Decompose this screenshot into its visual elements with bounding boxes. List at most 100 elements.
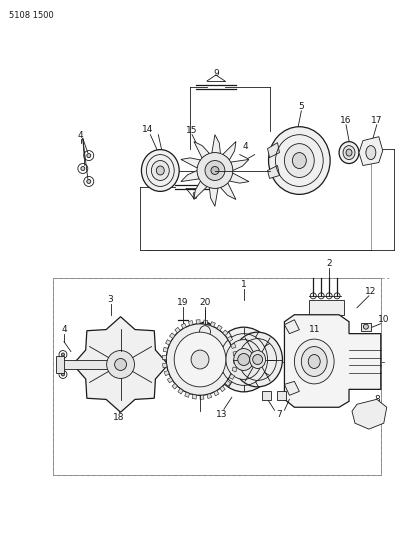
Circle shape bbox=[62, 373, 64, 376]
Polygon shape bbox=[194, 142, 209, 158]
Polygon shape bbox=[231, 159, 249, 171]
Text: 13: 13 bbox=[216, 410, 228, 419]
Polygon shape bbox=[178, 389, 183, 394]
Bar bbox=[53, 278, 381, 475]
Text: 5108 1500: 5108 1500 bbox=[9, 11, 54, 20]
Polygon shape bbox=[181, 158, 200, 168]
Ellipse shape bbox=[233, 332, 282, 387]
Polygon shape bbox=[284, 315, 381, 407]
Polygon shape bbox=[227, 336, 233, 342]
Ellipse shape bbox=[191, 350, 209, 369]
Circle shape bbox=[181, 337, 185, 342]
Ellipse shape bbox=[174, 332, 226, 387]
Ellipse shape bbox=[302, 346, 327, 376]
Polygon shape bbox=[181, 171, 199, 182]
Polygon shape bbox=[162, 364, 167, 368]
Text: 1: 1 bbox=[241, 280, 246, 289]
Polygon shape bbox=[188, 320, 193, 326]
Polygon shape bbox=[234, 360, 238, 364]
Text: 19: 19 bbox=[177, 298, 189, 308]
Circle shape bbox=[62, 353, 64, 356]
Circle shape bbox=[106, 351, 135, 378]
Text: 18: 18 bbox=[113, 413, 124, 422]
Text: 4: 4 bbox=[243, 142, 248, 151]
Bar bbox=[361, 322, 371, 330]
Polygon shape bbox=[163, 347, 168, 352]
Ellipse shape bbox=[226, 340, 262, 379]
Text: 8: 8 bbox=[374, 395, 380, 404]
Polygon shape bbox=[169, 333, 175, 338]
Polygon shape bbox=[232, 367, 237, 372]
Text: 12: 12 bbox=[365, 287, 377, 296]
Circle shape bbox=[178, 335, 188, 345]
Circle shape bbox=[211, 166, 219, 174]
Polygon shape bbox=[229, 374, 235, 379]
Ellipse shape bbox=[293, 152, 306, 168]
Text: 20: 20 bbox=[199, 298, 211, 308]
Bar bbox=[262, 391, 271, 400]
Circle shape bbox=[115, 359, 126, 370]
Ellipse shape bbox=[166, 324, 234, 395]
Text: 9: 9 bbox=[213, 69, 219, 77]
Ellipse shape bbox=[142, 150, 179, 191]
Text: 10: 10 bbox=[378, 315, 390, 324]
Text: 15: 15 bbox=[186, 126, 198, 135]
Bar bbox=[53, 278, 381, 475]
Ellipse shape bbox=[234, 349, 254, 370]
Polygon shape bbox=[200, 395, 204, 399]
Polygon shape bbox=[209, 188, 218, 206]
Text: 4: 4 bbox=[78, 131, 84, 140]
Text: 17: 17 bbox=[371, 116, 383, 125]
Bar bbox=[324, 367, 332, 375]
Polygon shape bbox=[211, 322, 215, 327]
Polygon shape bbox=[212, 135, 220, 154]
Text: 7: 7 bbox=[277, 410, 282, 419]
Polygon shape bbox=[167, 377, 173, 383]
Circle shape bbox=[87, 154, 91, 158]
Polygon shape bbox=[192, 394, 197, 399]
Polygon shape bbox=[194, 181, 207, 199]
Ellipse shape bbox=[268, 127, 330, 195]
Ellipse shape bbox=[250, 351, 266, 368]
Ellipse shape bbox=[343, 146, 355, 159]
Bar bbox=[277, 391, 286, 400]
Text: 3: 3 bbox=[108, 295, 113, 304]
Circle shape bbox=[197, 152, 233, 188]
Polygon shape bbox=[268, 166, 279, 179]
Circle shape bbox=[364, 324, 368, 329]
Text: 6: 6 bbox=[311, 363, 317, 372]
Circle shape bbox=[62, 363, 64, 366]
Bar bbox=[56, 356, 64, 374]
Polygon shape bbox=[172, 383, 177, 389]
Polygon shape bbox=[217, 325, 222, 330]
Ellipse shape bbox=[156, 166, 164, 175]
Polygon shape bbox=[268, 143, 279, 158]
Ellipse shape bbox=[308, 354, 320, 368]
Polygon shape bbox=[284, 382, 299, 395]
Polygon shape bbox=[225, 381, 231, 386]
Ellipse shape bbox=[151, 160, 169, 181]
Text: 14: 14 bbox=[142, 125, 153, 134]
Polygon shape bbox=[175, 327, 180, 333]
Ellipse shape bbox=[214, 327, 273, 392]
Bar bbox=[309, 300, 344, 315]
Polygon shape bbox=[233, 351, 237, 356]
Circle shape bbox=[238, 353, 250, 366]
Polygon shape bbox=[223, 142, 236, 160]
Ellipse shape bbox=[295, 339, 334, 384]
Polygon shape bbox=[284, 320, 299, 334]
Polygon shape bbox=[196, 320, 200, 324]
Polygon shape bbox=[214, 391, 219, 396]
Ellipse shape bbox=[339, 142, 359, 164]
Bar bbox=[61, 360, 121, 369]
Text: 8: 8 bbox=[191, 192, 197, 201]
Text: 11: 11 bbox=[308, 325, 320, 334]
Polygon shape bbox=[359, 136, 383, 166]
Text: 4: 4 bbox=[61, 325, 67, 334]
Text: 5: 5 bbox=[299, 102, 304, 111]
Circle shape bbox=[253, 354, 263, 365]
Polygon shape bbox=[181, 323, 186, 328]
Ellipse shape bbox=[284, 144, 314, 177]
Polygon shape bbox=[164, 370, 169, 376]
Circle shape bbox=[205, 160, 225, 181]
